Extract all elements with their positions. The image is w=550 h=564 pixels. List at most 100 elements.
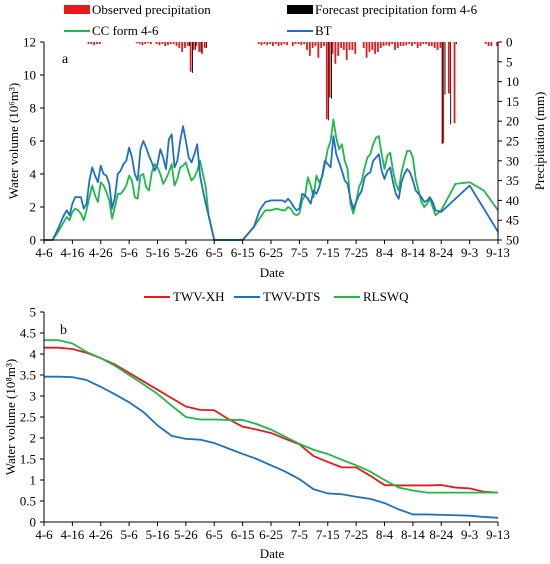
- water-volume-lines: [44, 118, 499, 241]
- legend-item-rlswq: RLSWQ: [334, 289, 409, 304]
- series-line-twv-dts: [44, 375, 499, 519]
- precip-bar-observed-precipitation: [354, 42, 357, 54]
- precip-bar-observed-precipitation: [283, 42, 286, 44]
- precip-bar-forecast-precipitation-form-4-6: [194, 42, 196, 50]
- precip-bar-forecast-precipitation-form-4-6: [441, 42, 443, 145]
- x-tick-label-a: 5-6: [120, 245, 138, 260]
- legend-label-cc: CC form 4-6: [92, 23, 159, 38]
- precip-bar-forecast-precipitation-form-4-6: [455, 42, 457, 44]
- x-tick-label-b: 8-4: [376, 527, 394, 542]
- y-tick-label-a: 12: [23, 35, 36, 50]
- precip-bar-observed-precipitation: [413, 42, 416, 44]
- y-tick-label-a: 2: [30, 200, 37, 215]
- precip-bar-observed-precipitation: [181, 42, 184, 52]
- y2-tick-label-a: 20: [506, 114, 519, 129]
- precip-bar-observed-precipitation: [436, 42, 439, 50]
- y2-tick-label-a: 50: [506, 233, 519, 248]
- x-tick-label-b: 4-6: [35, 527, 53, 542]
- precip-bar-observed-precipitation: [201, 42, 203, 54]
- legend-label-observed: Observed precipitation: [92, 2, 211, 17]
- y-tick-label-b: 2: [30, 431, 37, 446]
- precip-bar-observed-precipitation: [490, 42, 493, 46]
- x-tick-label-b: 6-25: [259, 527, 283, 542]
- precip-bar-observed-precipitation: [320, 42, 323, 48]
- x-tick-label-b: 4-26: [89, 527, 113, 542]
- precip-bar-observed-precipitation: [371, 42, 374, 50]
- x-tick-label-a: 5-16: [146, 245, 170, 260]
- precip-bar-observed-precipitation: [96, 42, 98, 44]
- precip-bar-observed-precipitation: [303, 42, 306, 44]
- precip-bar-observed-precipitation: [203, 42, 206, 48]
- x-ticks-a: 4-6 4-16 4-26 5-6 5-16 5-26 6-5 6-15 6-25 7-5 7-15…: [35, 240, 510, 260]
- x-tick-label-b: 7-15: [316, 527, 340, 542]
- precip-bar-observed-precipitation: [405, 42, 408, 46]
- precip-bar-observed-precipitation: [297, 42, 300, 44]
- precip-bar-observed-precipitation: [167, 42, 169, 46]
- precip-bar-observed-precipitation: [416, 42, 419, 48]
- precip-bar-observed-precipitation: [184, 42, 186, 48]
- x-tick-label-a: 7-5: [291, 245, 308, 260]
- precip-bar-observed-precipitation: [433, 42, 436, 48]
- x-tick-label-b: 5-16: [146, 527, 170, 542]
- panel-a-label: a: [62, 52, 69, 67]
- precip-bar-observed-precipitation: [379, 42, 382, 48]
- y-axis-label-a: Water volume (10⁶m³): [6, 83, 21, 199]
- x-tick-label-b: 4-16: [60, 527, 84, 542]
- y2-tick-label-a: 45: [506, 213, 519, 228]
- precip-bar-observed-precipitation: [141, 42, 144, 46]
- precip-bar-observed-precipitation: [144, 42, 147, 44]
- x-tick-label-a: 4-6: [35, 245, 53, 260]
- precip-bar-observed-precipitation: [98, 42, 101, 44]
- precip-bar-observed-precipitation: [385, 42, 388, 46]
- x-tick-label-b: 9-13: [486, 527, 510, 542]
- y-tick-label-a: 8: [30, 101, 37, 116]
- precip-bar-observed-precipitation: [334, 42, 337, 64]
- precip-bar-observed-precipitation: [155, 42, 158, 44]
- x-tick-label-b: 8-24: [429, 527, 453, 542]
- precip-bar-observed-precipitation: [422, 42, 425, 44]
- precip-bar-observed-precipitation: [342, 42, 345, 50]
- x-tick-label-a: 7-15: [316, 245, 340, 260]
- precip-bar-observed-precipitation: [158, 42, 161, 46]
- legend-item-observed: Observed precipitation: [64, 2, 211, 17]
- precip-bar-observed-precipitation: [189, 42, 192, 72]
- x-tick-label-b: 7-5: [291, 527, 308, 542]
- precip-bar-observed-precipitation: [150, 42, 152, 44]
- precip-bar-observed-precipitation: [453, 42, 456, 124]
- panel-b-label: b: [60, 323, 67, 338]
- legend-label-twv-xh: TWV-XH: [173, 289, 225, 304]
- x-tick-label-a: 8-24: [429, 245, 453, 260]
- y-tick-label-a: 0: [30, 233, 37, 248]
- precip-bar-observed-precipitation: [430, 42, 433, 46]
- precip-bar-observed-precipitation: [345, 42, 348, 60]
- y-tick-label-b: 4.5: [20, 326, 36, 341]
- y-tick-label-a: 4: [30, 167, 37, 182]
- y2-tick-label-a: 30: [506, 153, 519, 168]
- precip-bar-observed-precipitation: [172, 42, 175, 44]
- x-tick-label-b: 5-26: [174, 527, 198, 542]
- x-tick-label-b: 6-15: [231, 527, 255, 542]
- precip-bar-observed-precipitation: [138, 42, 141, 44]
- x-tick-label-a: 8-4: [376, 245, 394, 260]
- precip-bar-forecast-precipitation-form-4-6: [200, 42, 202, 52]
- y2-tick-label-a: 40: [506, 193, 519, 208]
- precip-bar-observed-precipitation: [260, 42, 263, 46]
- total-water-volume-lines: [44, 339, 499, 519]
- precip-bar-observed-precipitation: [340, 42, 342, 48]
- legend-item-twv-xh: TWV-XH: [144, 289, 225, 304]
- precip-bar-observed-precipitation: [496, 42, 498, 46]
- x-tick-label-b: 7-25: [344, 527, 368, 542]
- precip-bar-forecast-precipitation-form-4-6: [192, 42, 193, 73]
- panel-b: TWV-XH TWV-DTS RLSWQ b 0 0.5 1 1.5 2 2.5 3 3.5 4…: [3, 289, 510, 561]
- series-line-cc-form-4-6: [44, 118, 499, 241]
- y-ticks-right-a: 0 5 10 15 20 25 30 35 40 45 50: [498, 35, 519, 248]
- precip-bar-observed-precipitation: [280, 42, 283, 46]
- y2-tick-label-a: 35: [506, 173, 519, 188]
- precip-bar-observed-precipitation: [175, 42, 178, 46]
- legend-label-forecast: Forecast precipitation form 4-6: [315, 2, 478, 17]
- legend-swatch-observed: [64, 5, 90, 14]
- legend-label-rlswq: RLSWQ: [363, 289, 409, 304]
- series-line-bt: [44, 125, 499, 241]
- legend-item-cc: CC form 4-6: [64, 23, 159, 38]
